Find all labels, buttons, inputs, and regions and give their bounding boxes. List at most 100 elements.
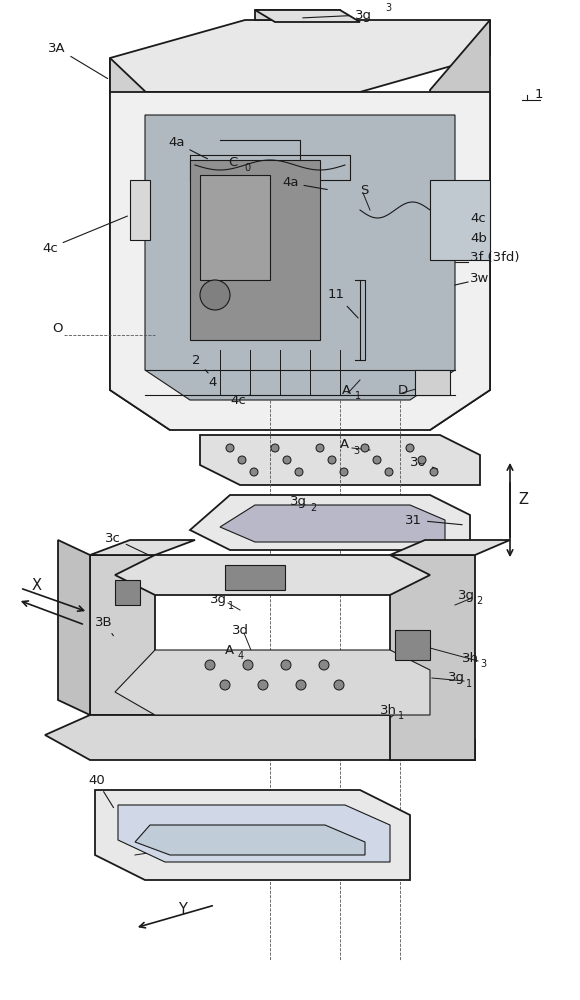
- Text: 3c: 3c: [105, 532, 153, 557]
- Text: 1: 1: [398, 711, 404, 721]
- Text: 1: 1: [355, 391, 361, 401]
- Text: 2: 2: [476, 596, 482, 606]
- Text: 1: 1: [466, 679, 472, 689]
- Text: O: O: [52, 322, 63, 334]
- Polygon shape: [90, 540, 195, 555]
- Text: 3B: 3B: [95, 615, 114, 636]
- Text: Z: Z: [518, 492, 528, 508]
- Text: 3: 3: [480, 659, 486, 669]
- Text: C: C: [228, 155, 237, 168]
- Polygon shape: [130, 180, 150, 240]
- Text: 40: 40: [88, 774, 114, 808]
- Text: 30: 30: [410, 456, 437, 469]
- Polygon shape: [255, 10, 340, 20]
- Polygon shape: [45, 715, 475, 760]
- Text: 2: 2: [243, 569, 249, 579]
- Text: 1: 1: [535, 89, 543, 102]
- Circle shape: [226, 444, 234, 452]
- Text: 31: 31: [405, 514, 462, 526]
- Circle shape: [406, 444, 414, 452]
- Text: 3g: 3g: [210, 593, 227, 606]
- Polygon shape: [115, 580, 140, 605]
- Text: 3w: 3w: [470, 271, 490, 284]
- Circle shape: [205, 660, 215, 670]
- Polygon shape: [200, 435, 480, 485]
- Polygon shape: [115, 555, 430, 595]
- Text: 0: 0: [244, 163, 250, 173]
- Text: 3g: 3g: [290, 495, 307, 508]
- Text: 4b: 4b: [470, 232, 487, 244]
- Polygon shape: [145, 115, 455, 400]
- Text: 4: 4: [238, 651, 244, 661]
- Text: 4: 4: [208, 375, 216, 388]
- Circle shape: [283, 456, 291, 464]
- Text: Y: Y: [178, 902, 187, 918]
- Circle shape: [328, 456, 336, 464]
- Polygon shape: [225, 565, 285, 590]
- Text: S: S: [360, 184, 368, 196]
- Circle shape: [340, 468, 348, 476]
- Text: 3g: 3g: [303, 8, 372, 21]
- Text: 3c: 3c: [328, 568, 344, 582]
- Circle shape: [418, 456, 426, 464]
- Polygon shape: [220, 505, 445, 542]
- Text: 3A: 3A: [48, 41, 108, 79]
- Polygon shape: [110, 58, 170, 430]
- Polygon shape: [115, 650, 430, 715]
- Polygon shape: [200, 175, 270, 280]
- Text: 3d: 3d: [232, 624, 249, 637]
- Polygon shape: [390, 540, 510, 555]
- Polygon shape: [110, 92, 490, 430]
- Polygon shape: [255, 10, 360, 22]
- Text: 3f (3fd): 3f (3fd): [470, 251, 520, 264]
- Polygon shape: [135, 825, 365, 855]
- Polygon shape: [110, 20, 490, 92]
- Circle shape: [243, 660, 253, 670]
- Circle shape: [334, 680, 344, 690]
- Polygon shape: [190, 160, 320, 340]
- Text: 3: 3: [385, 3, 391, 13]
- Circle shape: [361, 444, 369, 452]
- Polygon shape: [390, 555, 475, 760]
- Text: D: D: [398, 383, 408, 396]
- Text: 4c: 4c: [230, 393, 250, 406]
- Polygon shape: [95, 790, 410, 880]
- Circle shape: [271, 444, 279, 452]
- Text: 4c: 4c: [470, 212, 486, 225]
- Circle shape: [281, 660, 291, 670]
- Text: 3h: 3h: [380, 704, 397, 716]
- Text: 1: 1: [228, 601, 234, 611]
- Polygon shape: [190, 495, 470, 550]
- Circle shape: [250, 468, 258, 476]
- Text: 3h: 3h: [462, 652, 479, 664]
- Circle shape: [319, 660, 329, 670]
- Polygon shape: [395, 630, 430, 660]
- Text: 3g: 3g: [448, 672, 465, 684]
- Polygon shape: [90, 555, 155, 715]
- Circle shape: [200, 280, 230, 310]
- Text: A: A: [225, 644, 234, 656]
- Polygon shape: [58, 540, 90, 715]
- Text: A: A: [342, 383, 351, 396]
- Polygon shape: [430, 180, 490, 260]
- Polygon shape: [118, 805, 390, 862]
- Circle shape: [385, 468, 393, 476]
- Circle shape: [238, 456, 246, 464]
- Polygon shape: [430, 20, 490, 430]
- Text: 3: 3: [353, 446, 359, 456]
- Text: 3h: 3h: [225, 562, 242, 574]
- Text: A: A: [340, 438, 349, 452]
- Circle shape: [430, 468, 438, 476]
- Text: 4a: 4a: [282, 176, 327, 190]
- Circle shape: [258, 680, 268, 690]
- Text: 4a: 4a: [168, 136, 208, 159]
- Text: 11: 11: [328, 288, 358, 318]
- Polygon shape: [415, 370, 450, 395]
- Circle shape: [373, 456, 381, 464]
- Text: 2: 2: [310, 503, 316, 513]
- Text: 4c: 4c: [42, 216, 128, 254]
- Text: 3g: 3g: [458, 588, 475, 601]
- Text: 2: 2: [192, 354, 208, 373]
- Circle shape: [296, 680, 306, 690]
- Circle shape: [316, 444, 324, 452]
